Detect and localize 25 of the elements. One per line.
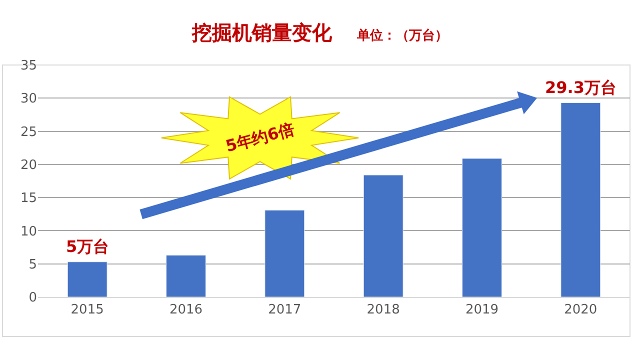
annotation: 5万台 — [66, 237, 110, 256]
x-tick-label: 2020 — [564, 302, 598, 318]
y-tick-label: 30 — [20, 92, 37, 107]
bar — [462, 158, 502, 297]
annotation: 29.3万台 — [545, 78, 616, 97]
y-tick-label: 5 — [28, 257, 37, 272]
y-tick-label: 35 — [20, 58, 37, 74]
x-tick-label: 2017 — [268, 302, 302, 318]
y-tick-label: 10 — [20, 224, 37, 240]
bar — [363, 174, 404, 297]
bar — [67, 262, 108, 297]
chart-title: 挖掘机销量变化 — [190, 20, 333, 44]
x-tick-label: 2015 — [70, 302, 104, 318]
bar — [166, 254, 206, 297]
y-tick-label: 20 — [20, 158, 37, 173]
bar — [560, 102, 601, 297]
chart-subtitle: 单位：（万台） — [356, 27, 448, 44]
bar — [264, 210, 305, 297]
y-tick-label: 15 — [20, 191, 37, 206]
x-tick-label: 2018 — [366, 302, 400, 318]
y-tick-label: 25 — [20, 124, 37, 140]
x-tick-label: 2016 — [169, 302, 203, 318]
x-tick-label: 2019 — [465, 302, 499, 318]
annotation: 5年约6倍 — [224, 119, 296, 156]
y-tick-label: 0 — [28, 290, 37, 306]
